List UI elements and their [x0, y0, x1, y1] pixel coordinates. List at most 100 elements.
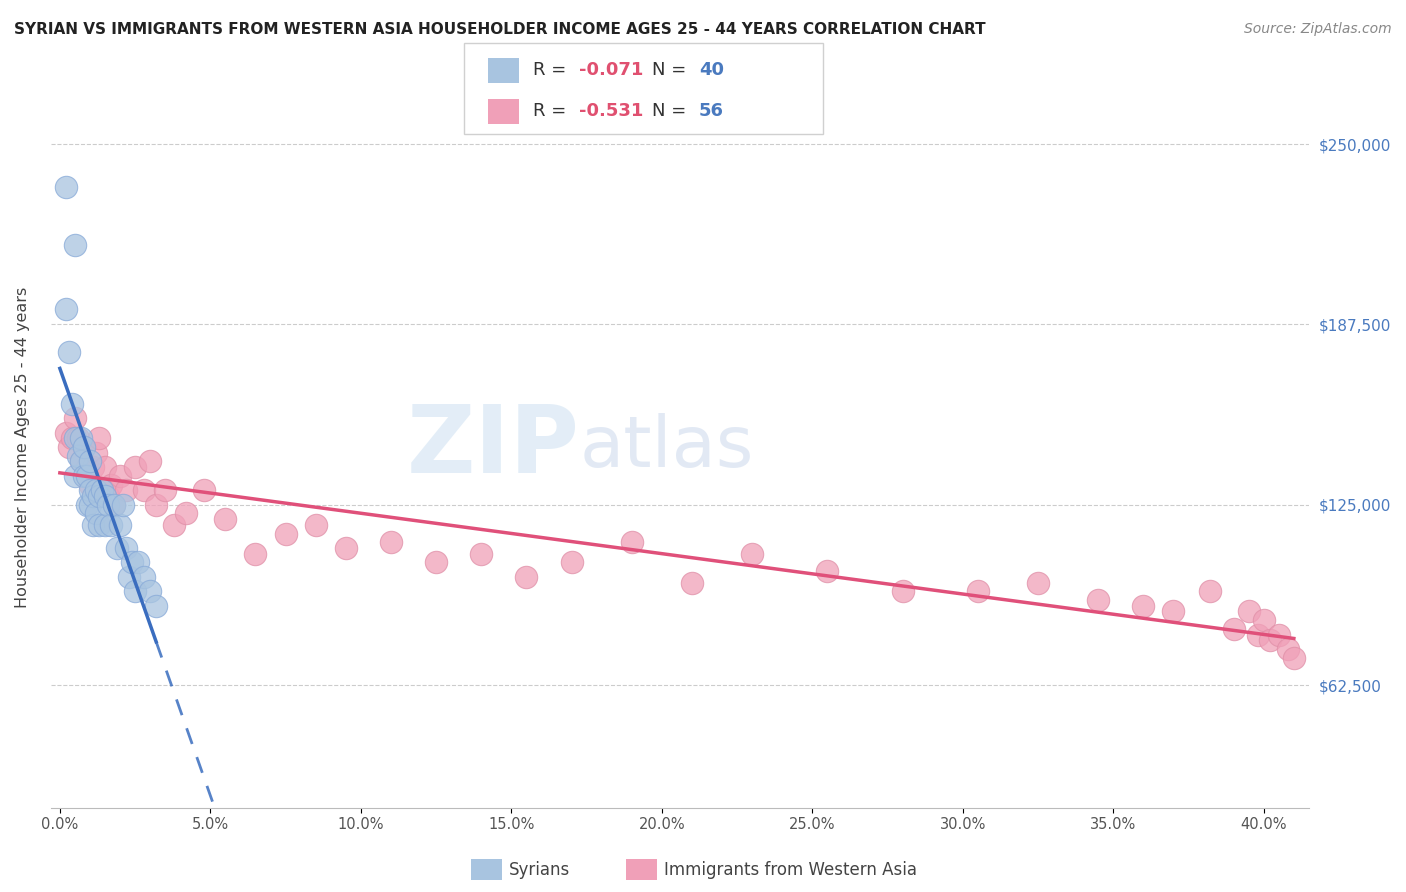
Point — [1087, 593, 1109, 607]
Point — [97, 489, 120, 503]
Point — [63, 431, 86, 445]
Point — [139, 584, 162, 599]
Point — [560, 556, 582, 570]
Point — [94, 460, 117, 475]
Point — [1163, 605, 1185, 619]
Point — [145, 599, 167, 613]
Point — [58, 344, 80, 359]
Point — [274, 526, 297, 541]
Y-axis label: Householder Income Ages 25 - 44 years: Householder Income Ages 25 - 44 years — [15, 286, 30, 607]
Point — [60, 397, 83, 411]
Point — [380, 535, 402, 549]
Text: Syrians: Syrians — [509, 861, 571, 879]
Point — [115, 541, 138, 555]
Point — [76, 468, 98, 483]
Point — [87, 489, 110, 503]
Point — [97, 498, 120, 512]
Text: 40: 40 — [699, 62, 724, 79]
Point — [124, 460, 146, 475]
Point — [103, 498, 125, 512]
Point — [76, 498, 98, 512]
Point — [73, 468, 96, 483]
Point — [741, 547, 763, 561]
Text: atlas: atlas — [579, 412, 754, 482]
Point — [335, 541, 357, 555]
Point — [134, 570, 156, 584]
Point — [84, 483, 107, 498]
Point — [1277, 642, 1299, 657]
Point — [1258, 633, 1281, 648]
Point — [121, 556, 143, 570]
Point — [112, 498, 135, 512]
Text: R =: R = — [533, 103, 572, 120]
Point — [1026, 575, 1049, 590]
Point — [55, 425, 77, 440]
Text: SYRIAN VS IMMIGRANTS FROM WESTERN ASIA HOUSEHOLDER INCOME AGES 25 - 44 YEARS COR: SYRIAN VS IMMIGRANTS FROM WESTERN ASIA H… — [14, 22, 986, 37]
Point — [163, 517, 186, 532]
Text: 56: 56 — [699, 103, 724, 120]
Point — [63, 238, 86, 252]
Point — [153, 483, 176, 498]
Text: Immigrants from Western Asia: Immigrants from Western Asia — [664, 861, 917, 879]
Point — [127, 556, 149, 570]
Point — [174, 507, 197, 521]
Point — [425, 556, 447, 570]
Point — [193, 483, 215, 498]
Text: -0.531: -0.531 — [579, 103, 644, 120]
Point — [108, 517, 131, 532]
Point — [105, 541, 128, 555]
Point — [82, 517, 104, 532]
Point — [91, 483, 114, 498]
Text: N =: N = — [652, 103, 692, 120]
Point — [100, 517, 122, 532]
Point — [305, 517, 328, 532]
Point — [66, 431, 89, 445]
Point — [103, 498, 125, 512]
Point — [620, 535, 643, 549]
Point — [66, 449, 89, 463]
Point — [815, 564, 838, 578]
Point — [94, 517, 117, 532]
Point — [87, 517, 110, 532]
Point — [79, 498, 101, 512]
Point — [891, 584, 914, 599]
Point — [139, 454, 162, 468]
Point — [1132, 599, 1154, 613]
Point — [681, 575, 703, 590]
Point — [470, 547, 492, 561]
Point — [1198, 584, 1220, 599]
Text: Source: ZipAtlas.com: Source: ZipAtlas.com — [1244, 22, 1392, 37]
Point — [966, 584, 988, 599]
Point — [108, 468, 131, 483]
Point — [79, 483, 101, 498]
Point — [55, 301, 77, 316]
Point — [70, 431, 93, 445]
Point — [58, 440, 80, 454]
Point — [1237, 605, 1260, 619]
Point — [79, 477, 101, 491]
Point — [145, 498, 167, 512]
Point — [55, 180, 77, 194]
Point — [73, 440, 96, 454]
Point — [1253, 613, 1275, 627]
Point — [84, 507, 107, 521]
Point — [1282, 650, 1305, 665]
Point — [1268, 627, 1291, 641]
Point — [82, 460, 104, 475]
Text: N =: N = — [652, 62, 692, 79]
Point — [1222, 622, 1244, 636]
Text: ZIP: ZIP — [406, 401, 579, 493]
Point — [70, 454, 93, 468]
Point — [214, 512, 236, 526]
Point — [79, 454, 101, 468]
Point — [63, 468, 86, 483]
Point — [70, 454, 93, 468]
Point — [515, 570, 537, 584]
Point — [134, 483, 156, 498]
Point — [1247, 627, 1270, 641]
Point — [60, 431, 83, 445]
Point — [115, 483, 138, 498]
Point — [73, 440, 96, 454]
Point — [87, 431, 110, 445]
Point — [91, 483, 114, 498]
